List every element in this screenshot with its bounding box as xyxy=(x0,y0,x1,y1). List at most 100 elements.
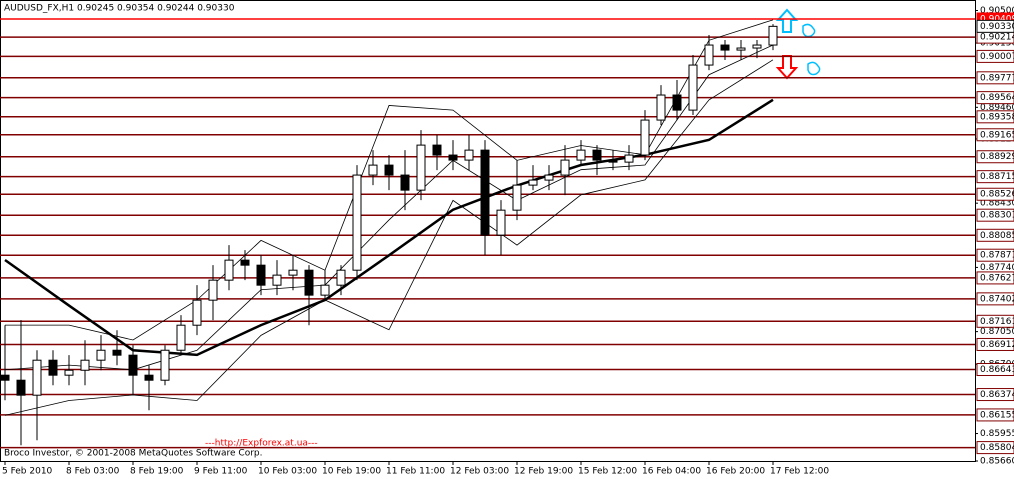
candle-body xyxy=(720,44,730,51)
level-label: 0.89358 xyxy=(980,112,1014,122)
candle-body xyxy=(160,349,170,381)
level-label: 0.90409 xyxy=(980,14,1014,24)
chart-title: AUDUSD_FX,H1 0.90245 0.90354 0.90244 0.9… xyxy=(4,4,235,14)
level-label: 0.87161 xyxy=(980,317,1014,327)
candle-body xyxy=(32,359,42,396)
level-label-box xyxy=(976,208,1014,222)
level-label-box xyxy=(976,49,1014,63)
hand-icon xyxy=(802,23,816,38)
level-label: 0.88085 xyxy=(980,231,1014,241)
candle-body xyxy=(240,259,250,266)
level-label-box xyxy=(976,441,1014,455)
level-label-box xyxy=(976,110,1014,124)
candle-body xyxy=(480,149,490,236)
candle-body xyxy=(432,144,442,156)
x-tick-label: 17 Feb 12:00 xyxy=(770,467,829,477)
y-tick-label: 0.89460 xyxy=(980,103,1014,113)
watermark: ---http://Expforex.at.ua--- xyxy=(205,439,318,449)
level-label: 0.88301 xyxy=(980,211,1014,221)
candle-body xyxy=(560,159,570,176)
y-tick-label: 0.90500 xyxy=(980,6,1014,16)
candle-body xyxy=(224,259,234,281)
level-label: 0.88715 xyxy=(980,172,1014,182)
candle-body xyxy=(400,174,410,191)
candle-body xyxy=(208,279,218,301)
candle-body xyxy=(704,44,714,66)
level-label-box xyxy=(976,292,1014,306)
candle-body xyxy=(608,159,618,163)
candle-body xyxy=(464,149,474,161)
level-label: 0.87871 xyxy=(980,251,1014,261)
credit: Broco Investor, © 2001-2008 MetaQuotes S… xyxy=(4,449,263,459)
level-label-box xyxy=(976,150,1014,164)
level-label-box xyxy=(976,128,1014,142)
level-label: 0.89165 xyxy=(980,130,1014,140)
y-tick-label: 0.85660 xyxy=(980,457,1014,467)
x-tick-label: 16 Feb 20:00 xyxy=(706,467,765,477)
candle-body xyxy=(640,119,650,156)
hand-icon xyxy=(807,61,821,76)
x-tick-label: 12 Feb 03:00 xyxy=(450,467,509,477)
x-tick-label: 8 Feb 03:00 xyxy=(66,467,120,477)
candle-body xyxy=(544,174,554,181)
level-label-box xyxy=(976,71,1014,85)
level-label-box xyxy=(976,271,1014,285)
candle-body xyxy=(512,184,522,211)
candle-body xyxy=(112,349,122,356)
level-label: 0.89564 xyxy=(980,93,1014,103)
candle-body xyxy=(128,354,138,376)
x-tick-label: 10 Feb 19:00 xyxy=(322,467,381,477)
candle-body xyxy=(736,47,746,51)
level-label-box xyxy=(976,170,1014,184)
level-label-box xyxy=(976,91,1014,105)
x-tick-label: 8 Feb 19:00 xyxy=(130,467,184,477)
current-price-box xyxy=(976,19,1014,33)
level-label-box xyxy=(976,388,1014,402)
candle-body xyxy=(80,359,90,371)
candle-body xyxy=(416,144,426,191)
candle-body xyxy=(368,164,378,176)
level-label-box xyxy=(976,187,1014,201)
candle-body xyxy=(272,274,282,286)
candle-body xyxy=(320,284,330,296)
candle-body xyxy=(48,359,58,376)
level-label: 0.90214 xyxy=(980,33,1014,43)
level-label: 0.88526 xyxy=(980,190,1014,200)
candle-body xyxy=(304,269,314,296)
candle-body xyxy=(688,64,698,111)
level-label: 0.88929 xyxy=(980,152,1014,162)
level-label: 0.87627 xyxy=(980,273,1014,283)
level-label-box xyxy=(976,363,1014,377)
x-tick-label: 10 Feb 03:00 xyxy=(258,467,317,477)
candle-body xyxy=(672,94,682,111)
level-label-box xyxy=(976,228,1014,242)
x-tick-label: 9 Feb 11:00 xyxy=(194,467,248,477)
candle-body xyxy=(624,154,634,163)
candle-body xyxy=(176,324,186,351)
level-label: 0.90007 xyxy=(980,52,1014,62)
x-tick-label: 16 Feb 04:00 xyxy=(642,467,701,477)
x-tick-label: 11 Feb 11:00 xyxy=(386,467,445,477)
x-tick-label: 5 Feb 2010 xyxy=(2,467,53,477)
candle-body xyxy=(256,264,266,286)
candle-body xyxy=(0,374,10,381)
candle-body xyxy=(448,154,458,161)
y-tick-label: 0.85955 xyxy=(980,429,1014,439)
candle-body xyxy=(576,149,586,161)
candle-body xyxy=(752,44,762,49)
signal-arrows xyxy=(775,8,821,80)
current-price-label: 0.90330 xyxy=(980,22,1014,32)
candle-body xyxy=(384,164,394,176)
level-label-box xyxy=(976,337,1014,351)
level-label-box xyxy=(976,248,1014,262)
candle-body xyxy=(496,209,506,236)
y-tick-label: 0.87050 xyxy=(980,327,1014,337)
candle-body xyxy=(288,269,298,276)
up-arrow xyxy=(775,8,799,33)
level-label-box xyxy=(976,408,1014,422)
level-label: 0.87402 xyxy=(980,294,1014,304)
y-tick-label: 0.87740 xyxy=(980,263,1014,273)
level-label-box xyxy=(976,314,1014,328)
